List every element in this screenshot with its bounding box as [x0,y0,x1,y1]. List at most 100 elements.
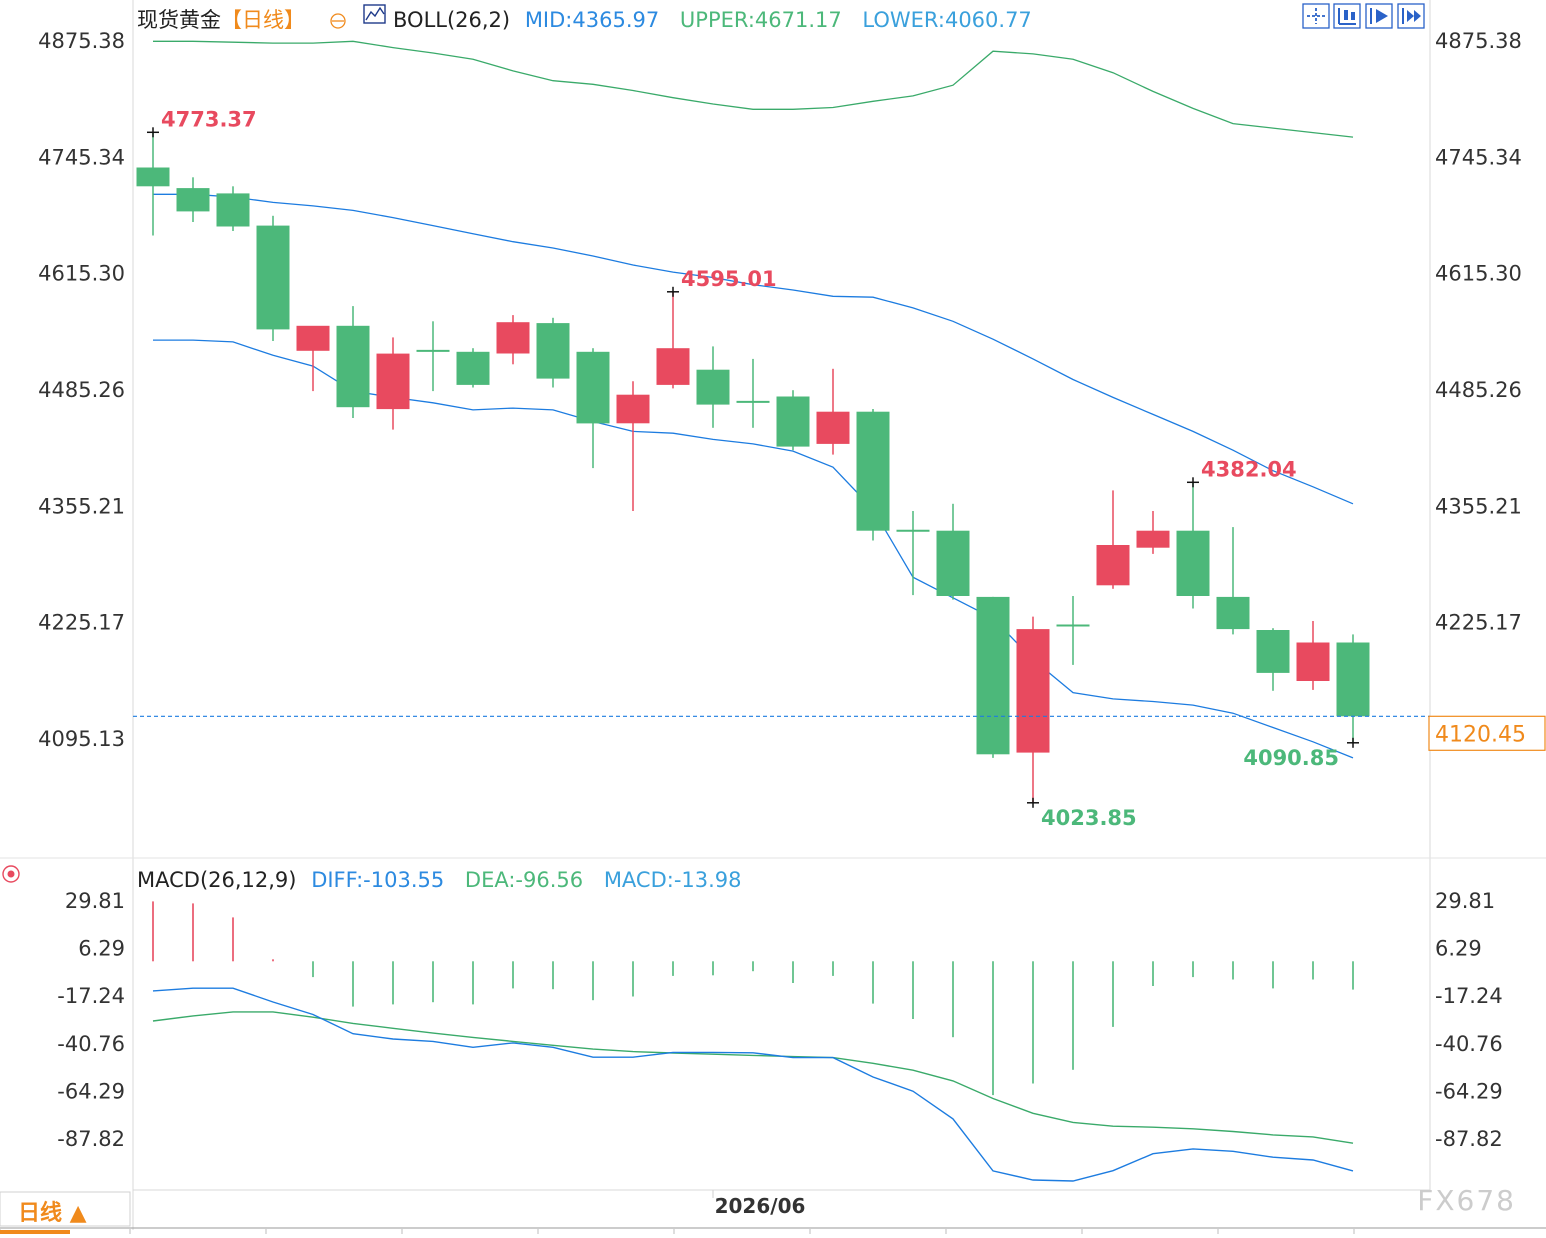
instrument-name: 现货黄金 [137,8,221,32]
time-axis-label: 2026/06 [715,1194,806,1218]
candle-body [816,411,850,444]
candle-body [1336,642,1370,717]
macd-tick-label: 6.29 [78,937,125,961]
macd-axis-left: 29.81 6.29 -17.24 -40.76 -64.29 -87.82 [57,889,125,1151]
active-tab-indicator [0,1230,70,1234]
candle-body [536,323,570,379]
extreme-price-label: 4773.37 [161,107,257,131]
candle-body [496,322,530,354]
candle-body [1016,629,1050,753]
macd-lines [152,987,1354,1182]
price-tick-label: 4485.26 [38,378,125,402]
candle-body [576,351,610,424]
extreme-price-label: 4382.04 [1201,457,1297,481]
watermark-logo: FX678 [1417,1184,1516,1217]
candle-body [296,325,330,351]
candle-body [376,353,410,410]
macd-tick-label: -64.29 [57,1079,125,1103]
price-tick-label: 4745.34 [38,145,125,169]
candle-body [1296,642,1330,681]
candle-body [976,596,1010,755]
macd-axis-right: 29.81 6.29 -17.24 -40.76 -64.29 -87.82 [1435,889,1503,1151]
macd-histogram [152,901,1354,1096]
macd-diff-value: DIFF:-103.55 [311,868,444,892]
instrument-title: 现货黄金【日线】 [137,8,305,32]
last-price-label: 4120.45 [1435,722,1526,747]
macd-tick-label: -17.24 [57,984,125,1008]
candle-body [1216,596,1250,630]
boll-upper-value: UPPER:4671.17 [680,8,842,32]
price-tick-label: 4225.17 [1435,611,1522,635]
boll-lower-value: LOWER:4060.77 [862,8,1031,32]
price-axis-left: 4875.38 4745.34 4615.30 4485.26 4355.21 4225.… [38,29,125,751]
candle-body [176,188,210,212]
bottom-tab-strip [0,1229,1355,1234]
candle-body [456,351,490,385]
candlestick-series [136,132,1370,803]
period-tag[interactable]: 【日线】 [221,8,305,32]
macd-tick-label: -17.24 [1435,984,1503,1008]
candle-body [696,369,730,405]
fast-forward-icon[interactable] [1397,3,1425,29]
period-button-label: 日线 ▲ [18,1200,87,1226]
macd-tick-label: -40.76 [57,1032,125,1056]
boll-indicator-name: BOLL(26,2) [393,8,510,32]
macd-tick-label: 29.81 [65,889,125,913]
price-tick-label: 4225.17 [38,611,125,635]
macd-indicator-values: MACD(26,12,9) DIFF:-103.55 DEA:-96.56 MA… [137,868,742,892]
price-tick-label: 4095.13 [38,727,125,751]
price-tick-label: 4355.21 [1435,494,1522,518]
macd-tick-label: -87.82 [1435,1127,1503,1151]
candle-body [856,411,890,531]
extreme-price-label: 4090.85 [1243,746,1339,770]
price-tick-label: 4355.21 [38,494,125,518]
last-price-marker: 4120.45 [133,715,1546,751]
extreme-price-label: 4595.01 [681,267,777,291]
boll-indicator-values: BOLL(26,2) MID:4365.97 UPPER:4671.17 LOW… [393,8,1032,32]
candle-body [776,396,810,447]
extreme-price-label: 4023.85 [1041,806,1137,830]
diff-line [152,987,1354,1182]
dea-line [152,1011,1354,1144]
price-tick-label: 4615.30 [1435,262,1522,286]
extreme-price-annotations: 4773.37 4595.01 4382.04 4023.85 4090.85 [147,107,1359,830]
settings-circle-icon[interactable] [330,13,346,29]
candle-body [256,225,290,330]
boll-upper-line [153,40,1354,138]
macd-tick-label: -87.82 [57,1127,125,1151]
period-button[interactable]: 日线 ▲ [0,1191,131,1227]
price-tick-label: 4485.26 [1435,378,1522,402]
price-tick-label: 4615.30 [38,262,125,286]
indicator-chart-icon[interactable] [363,4,386,24]
macd-histogram-value: MACD:-13.98 [604,868,742,892]
candle-body [1176,530,1210,596]
boll-mid-line [153,193,1354,505]
macd-indicator-name: MACD(26,12,9) [137,868,297,892]
candle-body [216,193,250,227]
candle-body [616,394,650,424]
candle-body [1136,530,1170,548]
candle-body [936,530,970,596]
macd-tick-label: -40.76 [1435,1032,1503,1056]
last-price-box [1428,715,1546,751]
macd-tick-label: 6.29 [1435,937,1482,961]
candle-body [336,325,370,408]
candle-body [1096,545,1130,586]
candle-body [136,167,170,187]
candle-body [656,348,690,385]
bar-chart-icon[interactable] [1333,3,1361,29]
play-icon[interactable] [1365,3,1393,29]
boll-mid-value: MID:4365.97 [525,8,659,32]
macd-tick-label: 29.81 [1435,889,1495,913]
price-tick-label: 4875.38 [38,29,125,53]
candle-body [1256,630,1290,673]
price-tick-label: 4875.38 [1435,29,1522,53]
macd-settings-icon[interactable] [2,865,20,883]
price-tick-label: 4745.34 [1435,145,1522,169]
crosshair-icon[interactable] [1302,3,1330,29]
macd-tick-label: -64.29 [1435,1079,1503,1103]
macd-dea-value: DEA:-96.56 [465,868,583,892]
